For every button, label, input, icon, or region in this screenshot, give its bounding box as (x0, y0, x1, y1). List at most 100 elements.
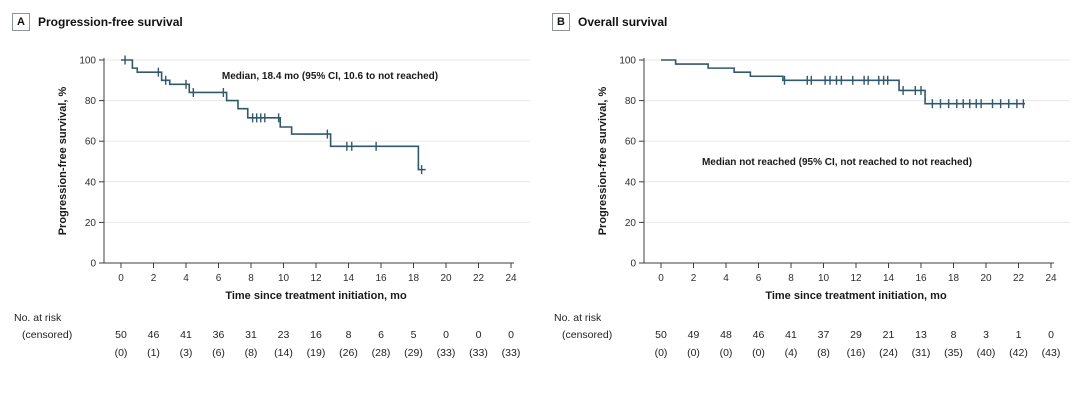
panel-b-title: Overall survival (578, 15, 668, 29)
x-tick-label: 6 (756, 273, 762, 284)
censored-count: (4) (785, 347, 798, 359)
censored-count: (24) (879, 347, 898, 359)
risk-count: 21 (883, 329, 895, 341)
median-annotation: Median, 18.4 mo (95% CI, 10.6 to not rea… (222, 71, 438, 82)
x-tick-label: 20 (440, 273, 452, 284)
censored-count: (33) (437, 347, 456, 359)
censored-count: (40) (977, 347, 996, 359)
x-tick-label: 8 (248, 273, 254, 284)
y-tick-label: 20 (85, 218, 97, 229)
censored-count: (28) (372, 347, 391, 359)
risk-count: 37 (818, 329, 830, 341)
y-tick-label: 100 (619, 56, 636, 67)
x-axis-label: Time since treatment initiation, mo (225, 290, 407, 302)
censored-count: (1) (147, 347, 160, 359)
censored-count: (0) (752, 347, 765, 359)
x-tick-label: 8 (788, 273, 794, 284)
risk-table-header: No. at risk (554, 312, 602, 324)
risk-count: 46 (148, 329, 160, 341)
x-tick-label: 20 (980, 273, 992, 284)
x-tick-label: 10 (278, 273, 290, 284)
risk-count: 46 (753, 329, 765, 341)
risk-count: 8 (346, 329, 352, 341)
panel-a-header: A Progression-free survival (12, 13, 183, 31)
risk-count: 41 (180, 329, 192, 341)
x-tick-label: 18 (948, 273, 960, 284)
censored-count: (42) (1009, 347, 1028, 359)
median-annotation: Median not reached (95% CI, not reached … (702, 157, 972, 168)
risk-count: 50 (115, 329, 127, 341)
censored-count: (43) (1042, 347, 1061, 359)
y-tick-label: 0 (90, 259, 96, 270)
risk-table-header: No. at risk (14, 312, 62, 324)
risk-count: 41 (785, 329, 797, 341)
y-tick-label: 60 (85, 137, 97, 148)
censored-count: (33) (502, 347, 521, 359)
risk-censored-label: (censored) (562, 329, 612, 341)
censored-count: (3) (180, 347, 193, 359)
x-tick-label: 2 (691, 273, 697, 284)
censored-count: (0) (115, 347, 128, 359)
x-tick-label: 12 (310, 273, 322, 284)
risk-count: 5 (411, 329, 417, 341)
panel-a-letter: A (12, 13, 30, 31)
censored-count: (19) (307, 347, 326, 359)
censored-count: (29) (404, 347, 423, 359)
risk-count: 49 (688, 329, 700, 341)
y-tick-label: 80 (85, 96, 97, 107)
x-tick-label: 22 (473, 273, 485, 284)
figure-panel-a: A Progression-free survival 0 20 40 60 80 100… (12, 13, 530, 359)
x-tick-label: 4 (723, 273, 729, 284)
y-tick-label: 40 (625, 177, 637, 188)
risk-count: 50 (655, 329, 667, 341)
figure-panel-b: B Overall survival 0 20 40 60 80 100 0 2 4 6 8 10 12… (540, 0, 1080, 400)
censored-count: (0) (655, 347, 668, 359)
risk-count: 0 (476, 329, 482, 341)
risk-count: 3 (983, 329, 989, 341)
risk-censored-label: (censored) (22, 329, 72, 341)
y-tick-label: 0 (630, 259, 636, 270)
censored-count: (0) (687, 347, 700, 359)
risk-count: 6 (378, 329, 384, 341)
x-tick-label: 4 (183, 273, 189, 284)
censored-count: (35) (944, 347, 963, 359)
risk-count: 1 (1016, 329, 1022, 341)
risk-count: 48 (720, 329, 732, 341)
risk-count: 29 (850, 329, 862, 341)
censored-count: (8) (245, 347, 258, 359)
y-tick-label: 100 (79, 56, 96, 67)
y-tick-label: 60 (625, 137, 637, 148)
censored-count: (31) (912, 347, 931, 359)
risk-count: 23 (278, 329, 290, 341)
y-tick-label: 20 (625, 218, 637, 229)
x-tick-label: 10 (818, 273, 830, 284)
panel-b-letter: B (552, 13, 570, 31)
risk-count: 16 (310, 329, 322, 341)
y-axis-label: Progression-free survival, % (597, 87, 609, 236)
y-axis-label: Progression-free survival, % (57, 87, 69, 236)
risk-count: 13 (915, 329, 927, 341)
panel-a-title: Progression-free survival (38, 15, 183, 29)
x-tick-label: 22 (1013, 273, 1025, 284)
x-tick-label: 2 (151, 273, 157, 284)
x-tick-label: 12 (850, 273, 862, 284)
km-curve (661, 59, 1025, 105)
y-tick-label: 40 (85, 177, 97, 188)
x-tick-label: 0 (658, 273, 664, 284)
censored-count: (14) (274, 347, 293, 359)
risk-count: 8 (951, 329, 957, 341)
x-axis-label: Time since treatment initiation, mo (765, 290, 947, 302)
panel-b-header: B Overall survival (552, 13, 667, 31)
risk-count: 0 (443, 329, 449, 341)
x-tick-label: 16 (915, 273, 927, 284)
x-tick-label: 16 (375, 273, 387, 284)
risk-count: 0 (1048, 329, 1054, 341)
km-curve (121, 59, 426, 171)
censored-count: (8) (817, 347, 830, 359)
risk-count: 0 (508, 329, 514, 341)
